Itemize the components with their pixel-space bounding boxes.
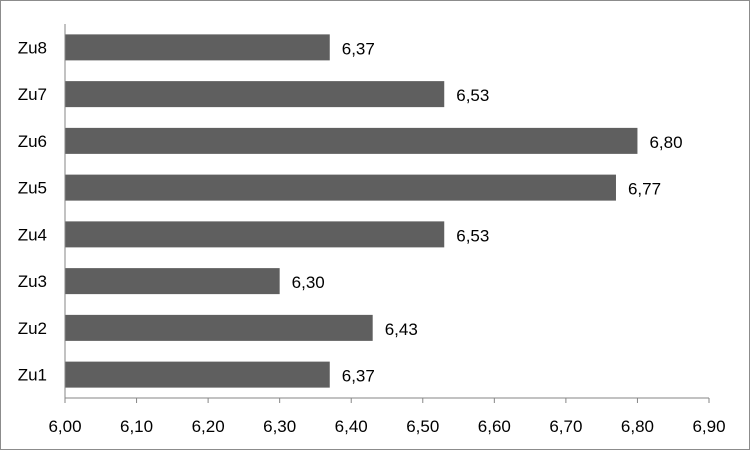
x-tick-label: 6,30 <box>263 417 296 436</box>
bar-zu3 <box>65 268 280 295</box>
x-tick-label: 6,10 <box>120 417 153 436</box>
bars-layer <box>65 34 638 388</box>
value-label: 6,30 <box>292 273 325 292</box>
axis-layer: 6,00 6,10 6,20 6,30 6,40 6,50 6,60 6,70 6,80 6,90 <box>48 24 726 436</box>
category-label: Zu4 <box>18 225 47 244</box>
x-tick-label: 6,00 <box>48 417 81 436</box>
x-tick-label: 6,80 <box>621 417 654 436</box>
value-label: 6,37 <box>342 367 375 386</box>
category-label: Zu7 <box>18 85 47 104</box>
category-label: Zu3 <box>18 272 47 291</box>
bar-zu5 <box>65 174 616 201</box>
bar-zu1 <box>65 361 330 388</box>
value-label: 6,77 <box>628 180 661 199</box>
bar-zu8 <box>65 34 330 61</box>
category-label: Zu8 <box>18 38 47 57</box>
x-tick-label: 6,40 <box>335 417 368 436</box>
value-label: 6,37 <box>342 39 375 58</box>
bar-zu2 <box>65 314 373 341</box>
value-label: 6,43 <box>385 320 418 339</box>
bar-zu7 <box>65 81 445 108</box>
category-label: Zu2 <box>18 319 47 338</box>
x-tick-label: 6,90 <box>692 417 725 436</box>
value-label: 6,53 <box>456 226 489 245</box>
x-tick-label: 6,50 <box>406 417 439 436</box>
category-label: Zu5 <box>18 179 47 198</box>
value-label: 6,80 <box>649 133 682 152</box>
bar-zu4 <box>65 221 445 248</box>
category-label: Zu1 <box>18 366 47 385</box>
value-label: 6,53 <box>456 86 489 105</box>
x-tick-label: 6,20 <box>192 417 225 436</box>
x-tick-label: 6,60 <box>478 417 511 436</box>
x-tick-label: 6,70 <box>549 417 582 436</box>
category-label: Zu6 <box>18 132 47 151</box>
bar-zu6 <box>65 127 638 154</box>
labels-layer: Zu1 6,37 Zu2 6,43 Zu3 6,30 Zu4 6,53 Zu5 6,77 Zu6 6,… <box>18 38 683 385</box>
